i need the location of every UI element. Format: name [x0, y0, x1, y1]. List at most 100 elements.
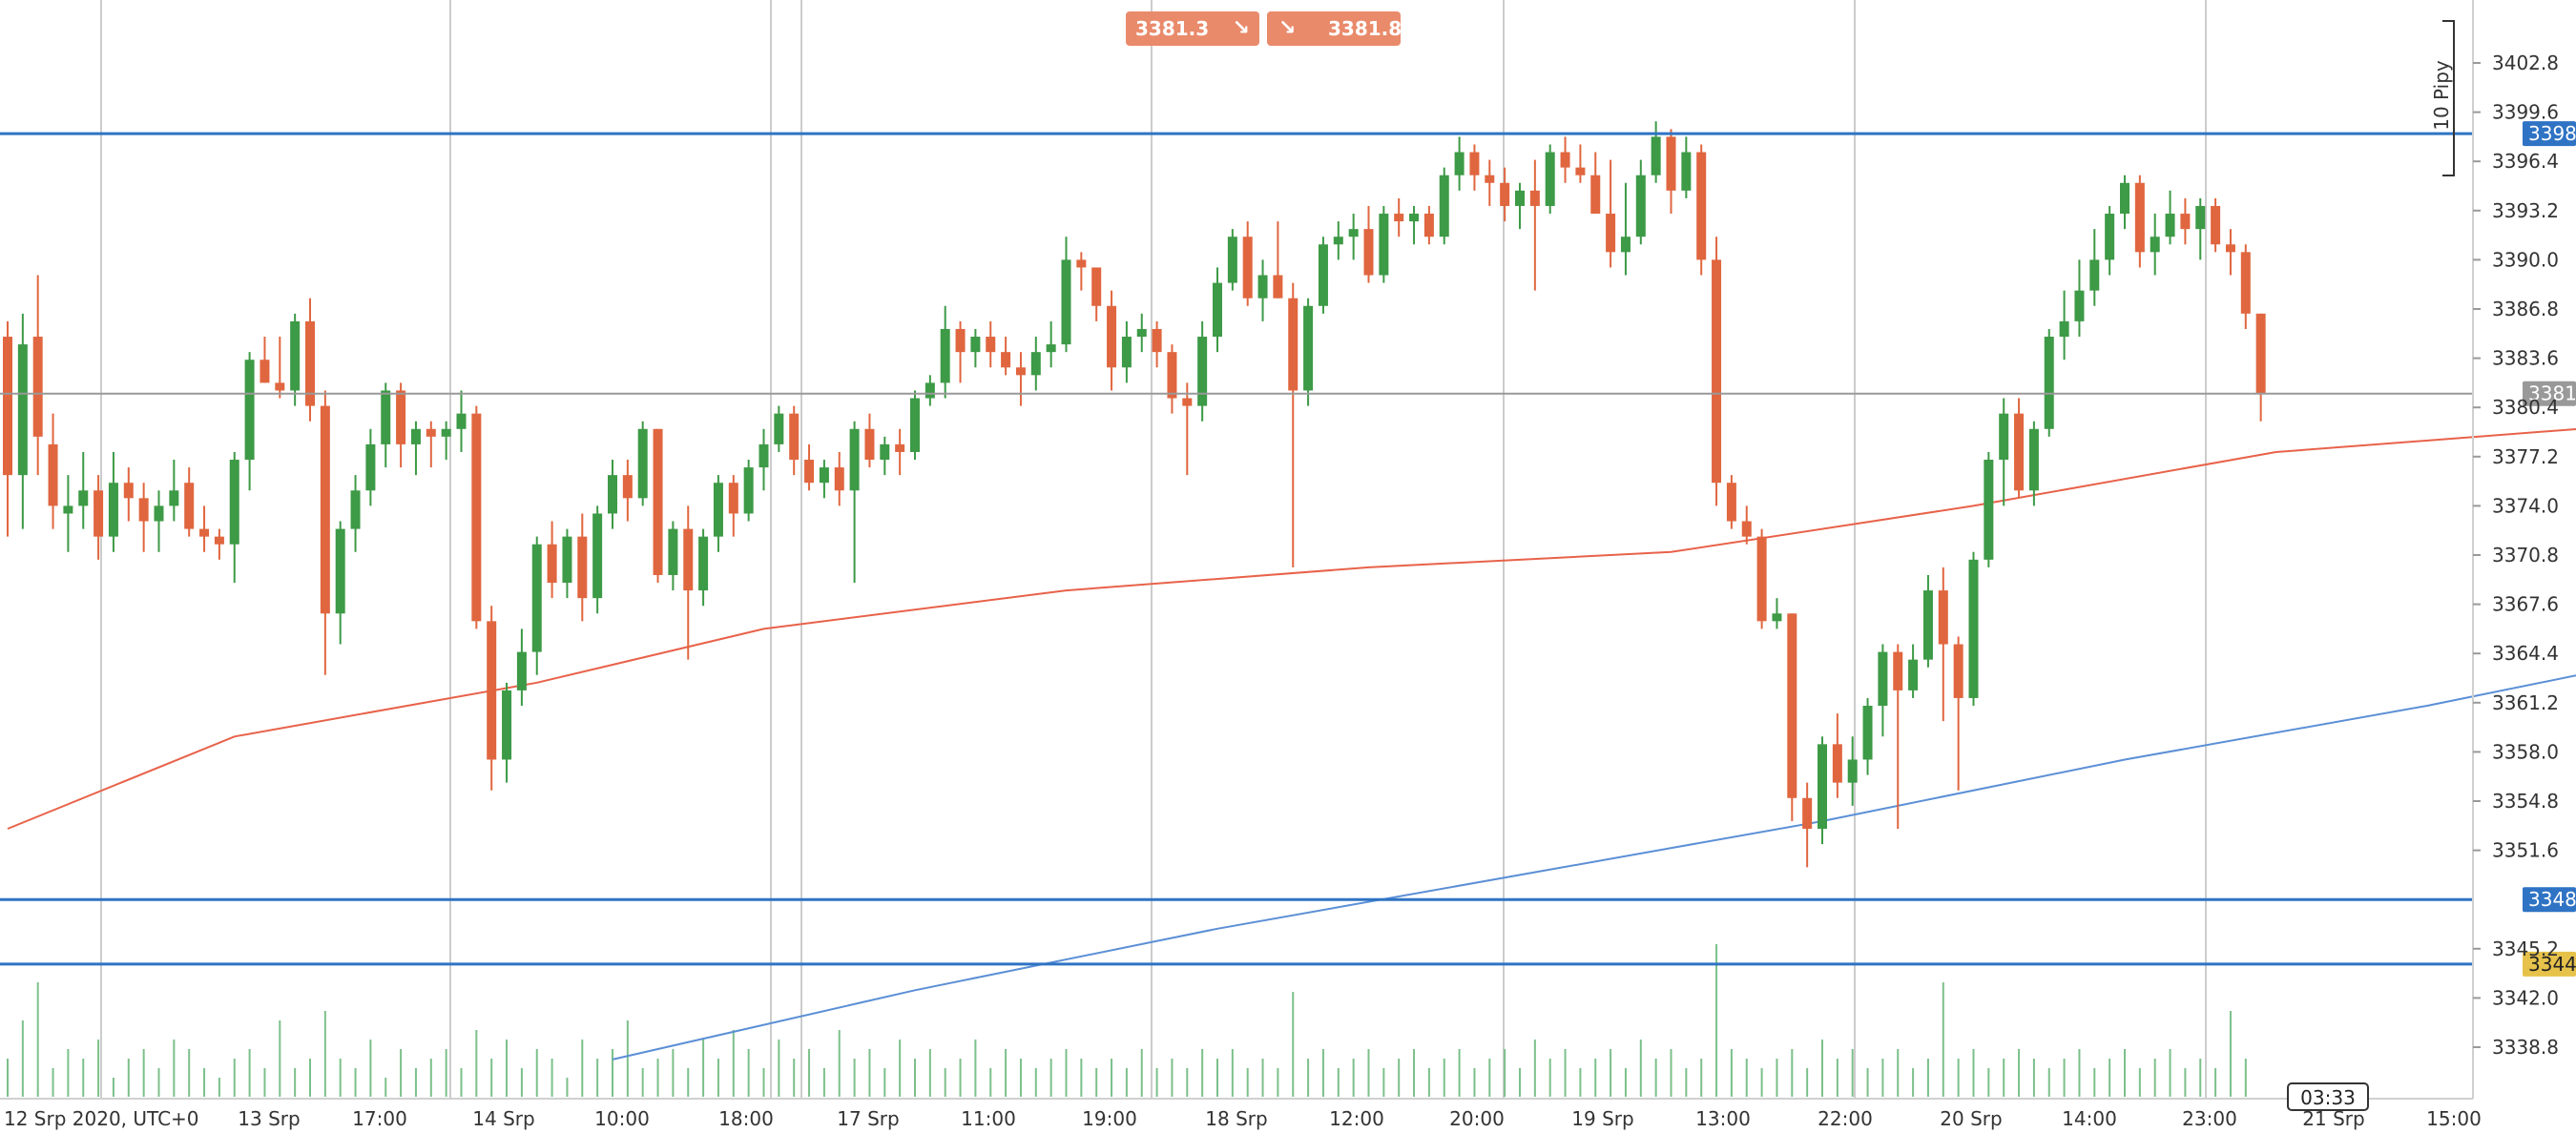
candle — [1529, 159, 1540, 291]
candle-body — [93, 490, 104, 537]
candle — [1439, 167, 1449, 245]
candle-body — [1787, 613, 1797, 798]
candle — [350, 475, 361, 552]
candle — [2120, 175, 2129, 230]
candle-body — [592, 513, 603, 599]
price-tick-label: 3390.0 — [2492, 248, 2559, 271]
candle — [1938, 566, 1948, 722]
candle — [1726, 475, 1736, 529]
price-tick-label: 3399.6 — [2492, 101, 2559, 124]
candle — [774, 405, 784, 452]
candle — [2044, 328, 2054, 437]
horizontal-levels[interactable]: 3398.2 3348.4 3344.2 3381.3 — [0, 121, 2576, 977]
candle-body — [426, 428, 436, 437]
candle — [864, 413, 875, 468]
candle-body — [728, 483, 738, 514]
candle-body — [1485, 175, 1495, 183]
candle-body — [1802, 797, 1813, 830]
candle-body — [1893, 651, 1903, 690]
candle — [789, 405, 800, 476]
candle — [2089, 229, 2100, 306]
candle-body — [1136, 328, 1147, 338]
price-level-badge — [2523, 121, 2576, 147]
candle-body — [2120, 182, 2129, 215]
candle — [1893, 644, 1903, 830]
price-level-badge — [2523, 887, 2576, 913]
candle — [1363, 205, 1374, 283]
candle — [1015, 352, 1026, 406]
candle-body — [2014, 413, 2025, 491]
candle-body — [17, 344, 28, 476]
candle — [608, 460, 617, 529]
price-level-label: 3398.2 — [2528, 122, 2576, 145]
candle — [1136, 313, 1147, 353]
candle — [290, 313, 301, 406]
candle — [78, 451, 89, 529]
candle — [547, 521, 557, 599]
price-tick-label: 3386.8 — [2492, 298, 2559, 320]
candle — [1167, 344, 1177, 414]
candle — [381, 382, 391, 468]
candle — [3, 320, 12, 537]
candle-body — [622, 475, 633, 499]
candle — [1696, 144, 1707, 276]
candle — [396, 382, 406, 468]
candle-body — [2074, 290, 2085, 321]
candle — [1379, 205, 1389, 283]
candle-body — [1257, 275, 1268, 299]
candle-body — [335, 528, 345, 614]
candle — [986, 320, 996, 368]
candle — [531, 536, 542, 675]
candle — [1423, 205, 1434, 245]
candle — [365, 428, 376, 506]
candle-body — [1756, 536, 1767, 622]
candle — [184, 467, 195, 537]
candle-body — [1575, 167, 1586, 175]
candle — [1590, 152, 1601, 215]
candle-body — [184, 483, 195, 529]
candle-body — [305, 320, 315, 406]
candle-body — [1922, 590, 1933, 660]
time-tick-label: 12:00 — [1329, 1107, 1384, 1130]
candle-body — [1726, 483, 1736, 522]
buy-price-box[interactable]: ↘ 3381.8 — [1267, 11, 1402, 46]
candle — [2165, 190, 2175, 245]
candle — [138, 483, 149, 552]
candle — [2028, 421, 2039, 506]
candle-body — [1348, 229, 1359, 237]
candle-body — [1741, 521, 1752, 537]
candle — [1273, 221, 1283, 299]
candle-body — [1606, 214, 1616, 253]
candle — [456, 390, 467, 452]
candle — [169, 460, 179, 522]
candle — [955, 320, 966, 383]
candle-body — [637, 428, 648, 499]
price-level-badge — [2523, 951, 2576, 977]
candle-body — [1529, 190, 1540, 206]
candle-body — [502, 690, 512, 760]
candle — [2150, 214, 2160, 276]
candle-body — [516, 651, 527, 690]
candle — [1197, 320, 1208, 422]
price-tick-label: 3361.2 — [2492, 691, 2559, 714]
candle — [1968, 551, 1979, 707]
candle — [1606, 159, 1616, 268]
candle — [834, 451, 844, 506]
candle-body — [895, 443, 905, 452]
candle-body — [1197, 337, 1208, 406]
price-axis[interactable]: 3402.8 3399.6 3396.4 3393.2 3390.0 3386.8 3383… — [2473, 52, 2559, 1059]
price-tick-label: 3358.0 — [2492, 740, 2559, 763]
candle — [1030, 337, 1041, 391]
candle — [758, 428, 769, 491]
candle-body — [3, 337, 12, 476]
arrow-down-right-icon: ↘ — [1278, 16, 1297, 40]
candle-body — [1152, 328, 1162, 353]
time-axis[interactable]: 12 Srp 2020, UTC+0 13 Srp 17:00 14 Srp 10:00… — [4, 1107, 2482, 1130]
candle-body — [880, 443, 890, 461]
candle — [562, 528, 572, 599]
candle — [1348, 214, 1359, 260]
candle — [895, 428, 905, 476]
price-tick-label: 3402.8 — [2492, 52, 2559, 74]
sell-price-box[interactable]: 3381.3 ↘ — [1126, 11, 1259, 46]
